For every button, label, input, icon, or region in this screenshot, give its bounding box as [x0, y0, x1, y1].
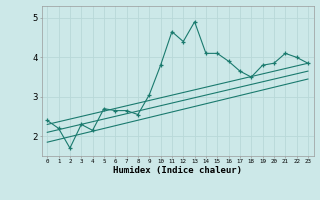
- X-axis label: Humidex (Indice chaleur): Humidex (Indice chaleur): [113, 166, 242, 175]
